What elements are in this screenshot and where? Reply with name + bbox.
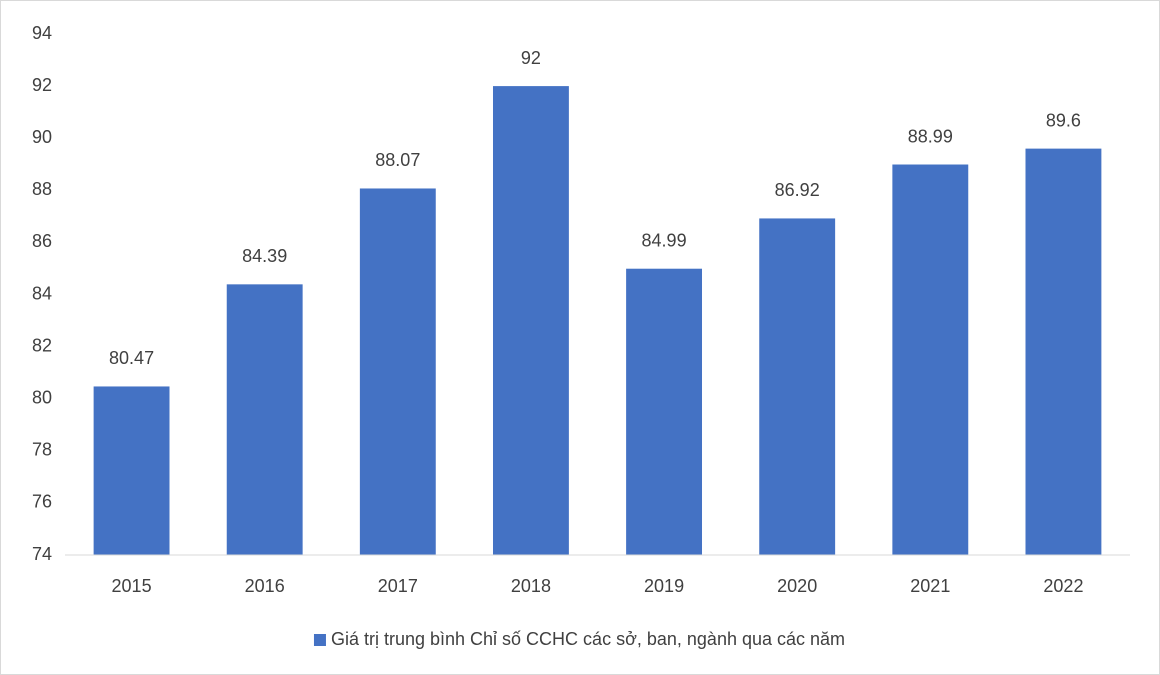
- x-tick-label: 2022: [1043, 576, 1083, 596]
- data-label: 89.6: [1046, 110, 1081, 130]
- y-tick-label: 80: [32, 387, 52, 407]
- y-tick-label: 78: [32, 440, 52, 460]
- data-label: 88.07: [375, 150, 420, 170]
- y-tick-label: 90: [32, 127, 52, 147]
- y-tick-label: 76: [32, 492, 52, 512]
- y-tick-label: 74: [32, 544, 52, 564]
- x-tick-label: 2015: [112, 576, 152, 596]
- y-tick-label: 84: [32, 283, 52, 303]
- bar: [759, 218, 836, 555]
- data-label: 88.99: [908, 126, 953, 146]
- bar: [626, 268, 703, 555]
- data-label: 84.99: [642, 230, 687, 250]
- x-tick-label: 2019: [644, 576, 684, 596]
- y-tick-label: 86: [32, 231, 52, 251]
- x-tick-label: 2021: [910, 576, 950, 596]
- y-tick-label: 82: [32, 335, 52, 355]
- bar: [892, 164, 969, 555]
- data-label: 84.39: [242, 246, 287, 266]
- bar: [359, 188, 436, 555]
- data-label: 80.47: [109, 348, 154, 368]
- data-label: 92: [521, 48, 541, 68]
- y-tick-label: 94: [32, 23, 52, 43]
- x-tick-label: 2017: [378, 576, 418, 596]
- x-tick-label: 2020: [777, 576, 817, 596]
- x-tick-label: 2016: [245, 576, 285, 596]
- bar: [93, 386, 170, 555]
- legend-swatch: [313, 634, 326, 646]
- bar: [1025, 148, 1102, 555]
- data-label: 86.92: [775, 180, 820, 200]
- bar: [492, 86, 569, 555]
- y-tick-label: 92: [32, 75, 52, 95]
- y-tick-label: 88: [32, 179, 52, 199]
- bar: [226, 284, 303, 555]
- legend-label: Giá trị trung bình Chỉ số CCHC các sở, b…: [331, 629, 845, 649]
- x-tick-label: 2018: [511, 576, 551, 596]
